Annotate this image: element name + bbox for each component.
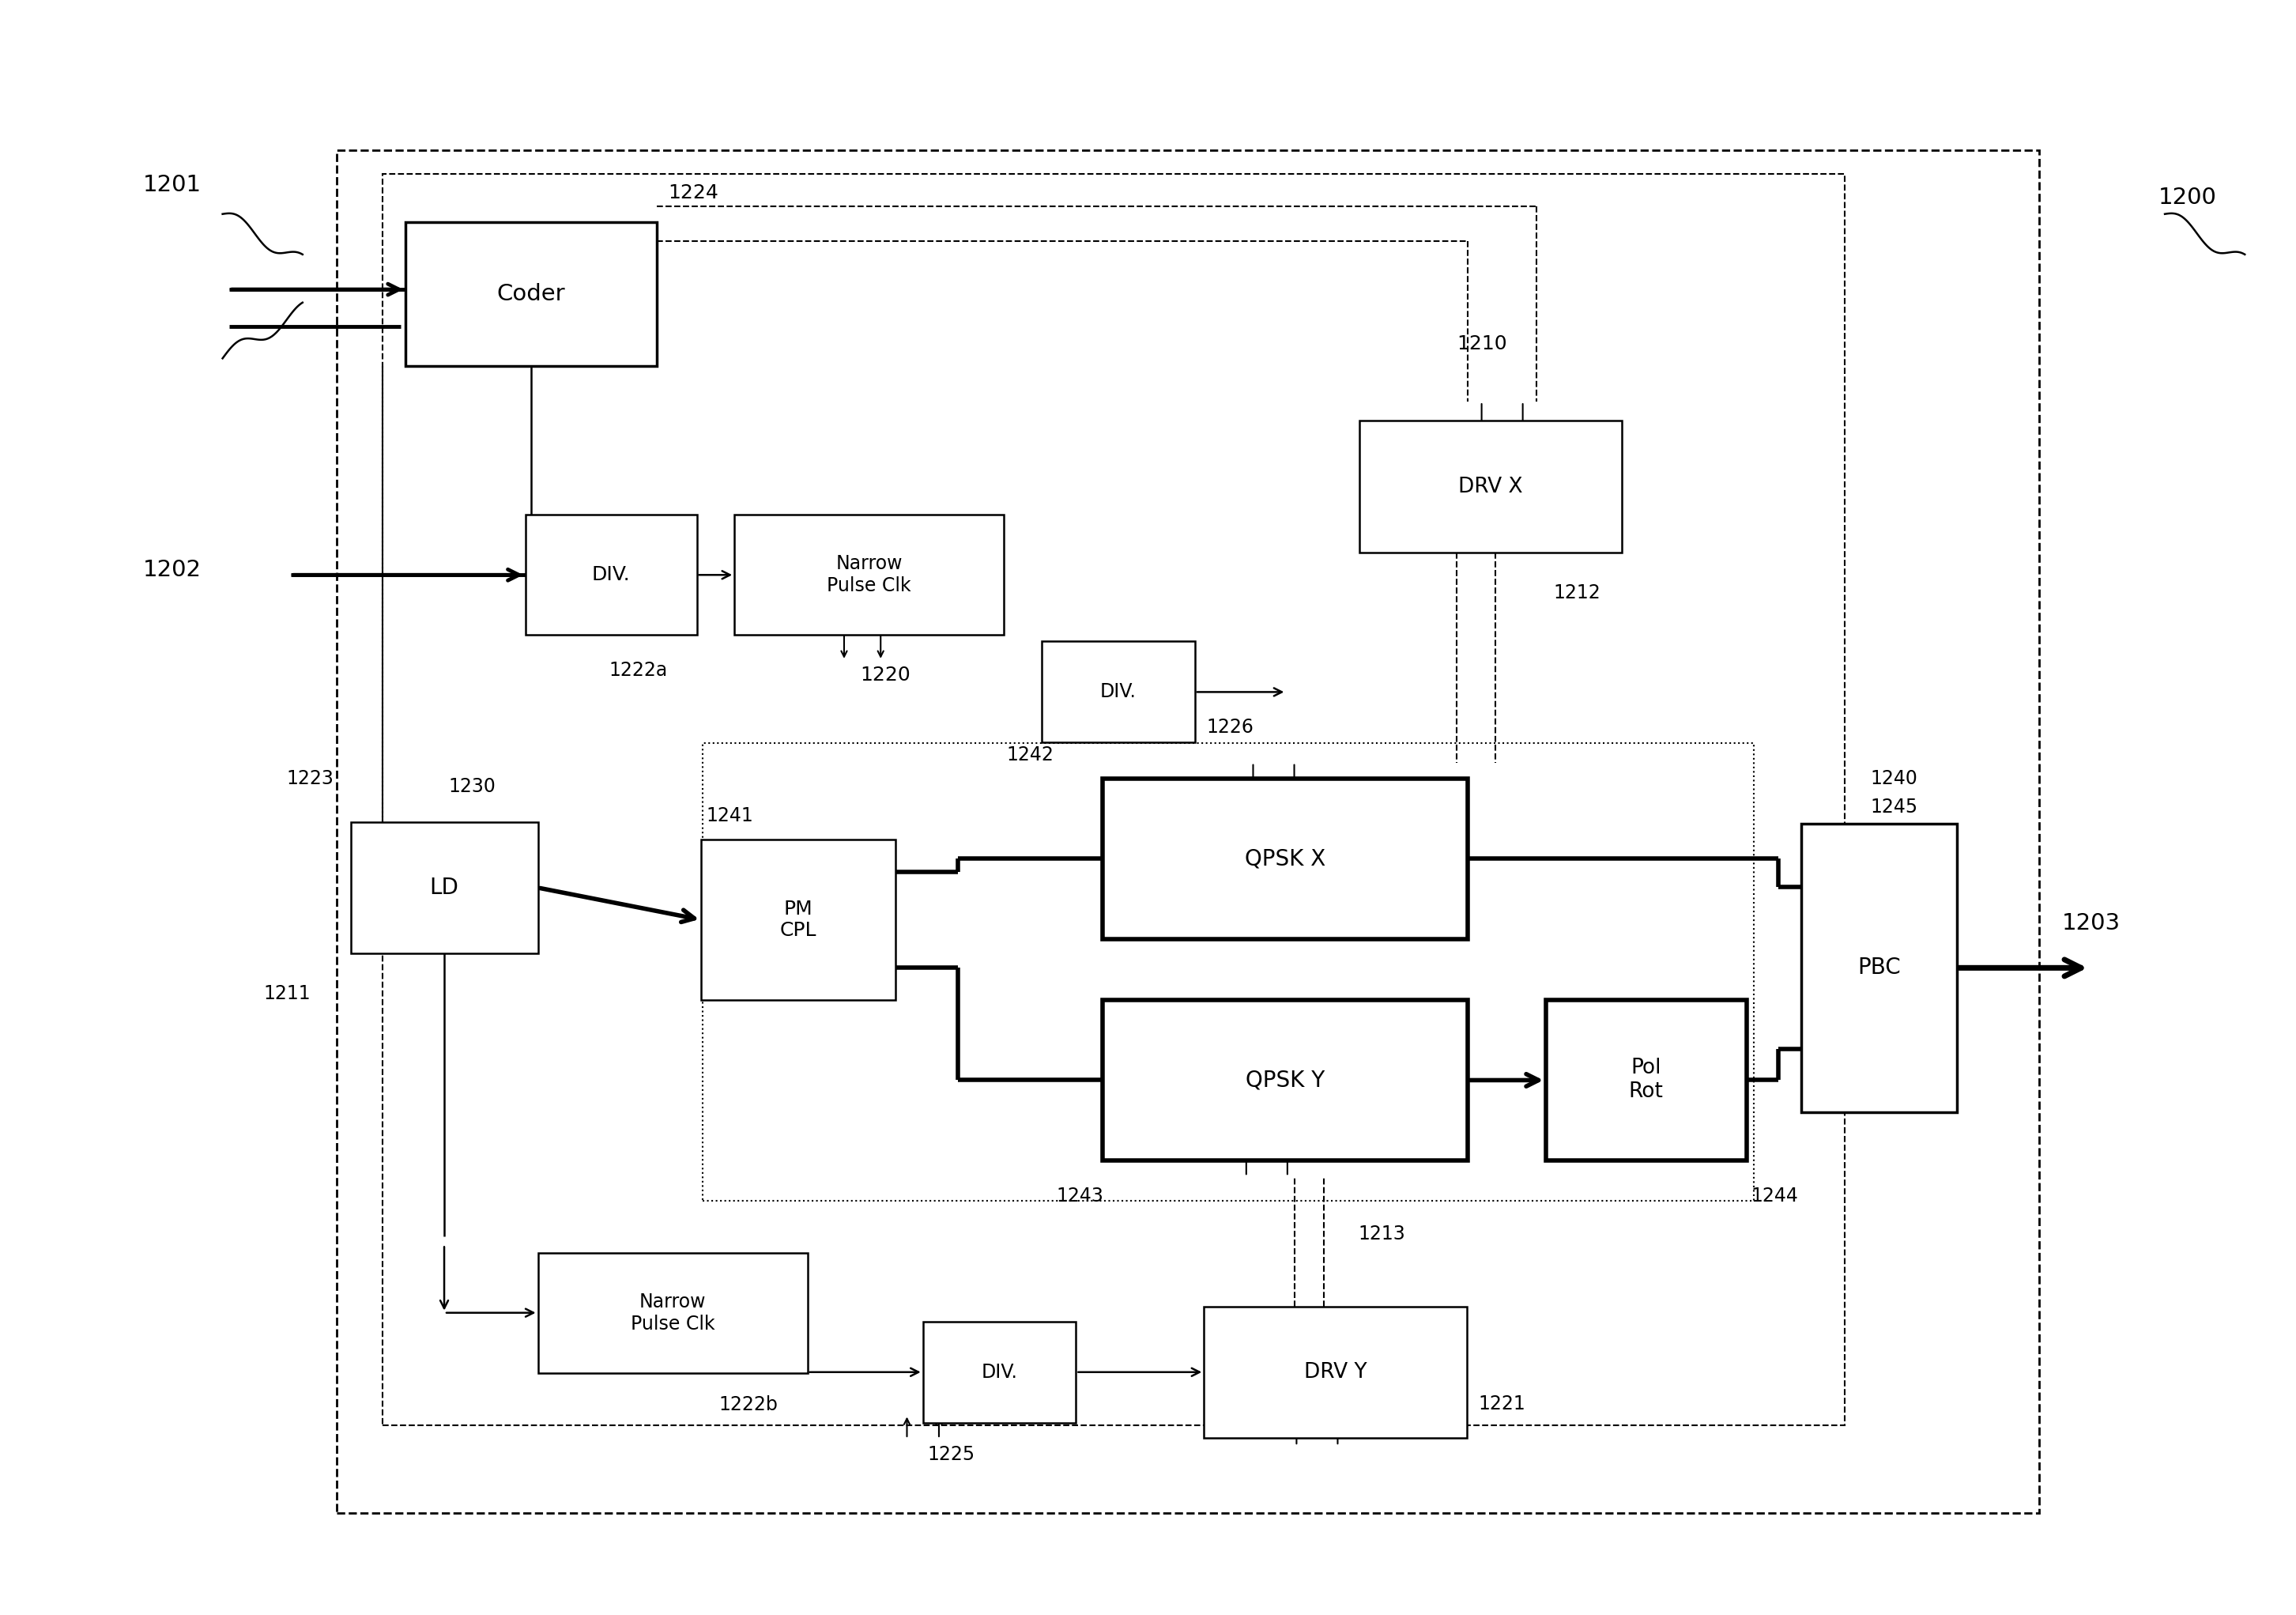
Text: Pol
Rot: Pol Rot <box>1628 1058 1665 1103</box>
Bar <box>406 221 657 367</box>
Text: 1245: 1245 <box>1869 798 1917 817</box>
Text: DRV Y: DRV Y <box>1304 1361 1366 1382</box>
Text: 1225: 1225 <box>928 1445 976 1465</box>
Bar <box>1102 778 1467 938</box>
Text: Narrow
Pulse Clk: Narrow Pulse Clk <box>827 554 912 596</box>
Text: 1203: 1203 <box>2062 912 2122 933</box>
Bar <box>923 1321 1077 1423</box>
Bar <box>703 743 1754 1200</box>
Text: DIV.: DIV. <box>980 1363 1017 1381</box>
Text: 1244: 1244 <box>1752 1185 1798 1205</box>
Text: DIV.: DIV. <box>1100 683 1137 701</box>
Bar <box>537 1253 808 1373</box>
Text: 1230: 1230 <box>448 777 496 796</box>
Text: 1224: 1224 <box>668 184 719 202</box>
Text: Narrow
Pulse Clk: Narrow Pulse Clk <box>631 1292 714 1334</box>
Text: DIV.: DIV. <box>592 565 631 585</box>
Text: QPSK X: QPSK X <box>1244 848 1325 870</box>
Bar <box>1802 824 1956 1113</box>
Text: QPSK Y: QPSK Y <box>1244 1069 1325 1092</box>
Text: 1202: 1202 <box>142 559 202 581</box>
Bar <box>1545 1000 1747 1161</box>
Text: 1223: 1223 <box>287 769 333 788</box>
Text: 1220: 1220 <box>861 665 912 685</box>
Text: 1243: 1243 <box>1056 1185 1104 1205</box>
Text: LD: LD <box>429 877 459 900</box>
Text: 1222a: 1222a <box>608 661 668 680</box>
Text: PM
CPL: PM CPL <box>781 900 817 940</box>
Text: Coder: Coder <box>496 283 565 305</box>
Bar <box>1042 641 1194 743</box>
Text: 1200: 1200 <box>2158 187 2216 208</box>
Bar <box>526 515 696 635</box>
Bar <box>351 822 537 953</box>
Text: 1242: 1242 <box>1006 745 1054 764</box>
Text: 1213: 1213 <box>1359 1224 1405 1244</box>
Text: 1210: 1210 <box>1456 334 1506 354</box>
Bar <box>338 150 2039 1513</box>
Text: DRV X: DRV X <box>1458 476 1522 497</box>
Bar <box>1102 1000 1467 1161</box>
Text: PBC: PBC <box>1857 956 1901 979</box>
Text: 1222b: 1222b <box>719 1395 778 1415</box>
Bar <box>1359 422 1623 552</box>
Text: 1212: 1212 <box>1554 583 1600 602</box>
Bar <box>700 840 895 1000</box>
Bar <box>1203 1307 1467 1437</box>
Text: 1240: 1240 <box>1869 769 1917 788</box>
Text: 1201: 1201 <box>142 174 202 195</box>
Bar <box>735 515 1003 635</box>
Text: 1241: 1241 <box>705 806 753 825</box>
Text: 1211: 1211 <box>264 984 310 1003</box>
Bar <box>383 174 1846 1424</box>
Text: 1226: 1226 <box>1205 717 1254 736</box>
Text: 1221: 1221 <box>1479 1395 1525 1413</box>
